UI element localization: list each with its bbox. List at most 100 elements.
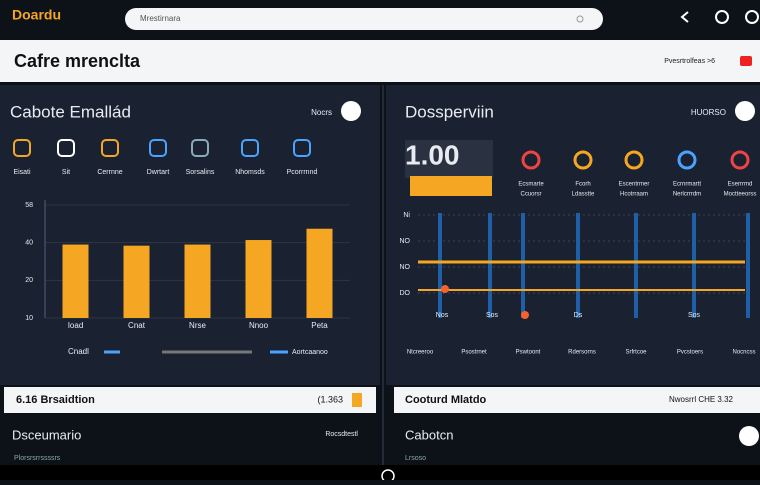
left-section-sub: Plorsrsrrssssrs xyxy=(14,455,61,462)
bar xyxy=(62,244,89,318)
right-card-value: Nwosrrl CHE 3.32 xyxy=(669,395,734,404)
x-tick-label: Nnoo xyxy=(249,321,269,330)
right-section-title: Cabotcn xyxy=(405,427,453,442)
x-tick-label: Peta xyxy=(311,321,328,330)
x-label: Sos xyxy=(486,312,499,319)
icon-label: Sit xyxy=(62,169,70,176)
left-card-icon xyxy=(352,393,362,407)
section-button[interactable] xyxy=(739,426,759,446)
left-button-label: Nocrs xyxy=(311,108,332,117)
icon xyxy=(677,150,697,170)
icon-sublabel: Nerlcrrrdm xyxy=(673,192,701,198)
icon xyxy=(624,150,644,170)
back-icon[interactable] xyxy=(680,11,689,23)
left-card-value: (1.363 xyxy=(317,394,343,404)
logo: Doardu xyxy=(12,7,61,23)
y-axis-label: DO xyxy=(400,290,411,297)
icon xyxy=(293,139,311,157)
icon-sublabel: Moctteeorss xyxy=(724,192,757,198)
right-panel xyxy=(386,85,760,385)
left-title: Cabote Emallád xyxy=(10,102,131,121)
icon xyxy=(149,139,167,157)
right-button[interactable] xyxy=(735,101,755,121)
left-card[interactable] xyxy=(4,387,376,413)
icon-sublabel: Hcotrraam xyxy=(620,192,648,198)
icon-label: Ecrnrmartt xyxy=(673,182,701,188)
y-axis-label: Ni xyxy=(403,212,410,219)
bar xyxy=(245,240,272,318)
x-label: Sos xyxy=(688,312,701,319)
legend-label: Pvcstoers xyxy=(677,350,703,356)
left-section-title: Dsceumario xyxy=(12,427,81,442)
icon xyxy=(191,139,209,157)
right-chart: Ni NO NO DO Nos Sos Ds Sos Ntcreeroo Psostrnet Psw… xyxy=(400,212,756,356)
legend-label: Pswtoont xyxy=(516,350,541,356)
x-tick-label: Ioad xyxy=(68,321,84,330)
icon-label: Dwrtart xyxy=(147,169,170,176)
x-tick-label: Cnat xyxy=(128,321,146,330)
point xyxy=(441,285,449,293)
header-link[interactable]: Pvesrtrolfeas >6 xyxy=(664,58,715,65)
icon xyxy=(573,150,593,170)
right-title: Dossperviin xyxy=(405,102,494,121)
bar xyxy=(184,244,211,318)
icon xyxy=(13,139,31,157)
footer xyxy=(0,465,760,480)
settings-icon[interactable] xyxy=(745,10,759,24)
icon-label: Pcorrrnnd xyxy=(287,169,318,176)
icon-label: Eisati xyxy=(13,169,31,176)
left-section-side: Rocsdtestl xyxy=(325,431,358,438)
y-axis-label: 40 xyxy=(25,240,33,247)
page-title: Cafre mrenclta xyxy=(14,51,141,71)
left-button[interactable] xyxy=(341,101,361,121)
icon-sublabel: Ccuorsr xyxy=(520,192,541,198)
right-card[interactable] xyxy=(394,387,760,413)
legend-label: Nocncss xyxy=(732,350,755,356)
header-icon[interactable] xyxy=(740,56,752,66)
y-axis-label: NO xyxy=(400,238,411,245)
icon-label: Cerrnne xyxy=(97,169,122,176)
icon-label: Sorsalins xyxy=(186,169,215,176)
legend-label: Rdersorns xyxy=(568,350,596,356)
legend-label: Cnadl xyxy=(68,347,89,356)
bar xyxy=(306,228,333,318)
icon xyxy=(101,139,119,157)
point xyxy=(521,311,529,319)
legend-label: Ntcreeroo xyxy=(407,350,434,356)
icon xyxy=(730,150,750,170)
right-button-label: HUORSO xyxy=(691,108,726,117)
icon-label: Ecsmarte xyxy=(518,182,544,188)
y-axis-label: 58 xyxy=(25,202,33,209)
icon xyxy=(57,139,75,157)
y-axis-label: 10 xyxy=(25,315,33,322)
search-icon xyxy=(576,15,584,23)
x-label: Nos xyxy=(436,312,449,319)
y-axis-label: 20 xyxy=(25,277,33,284)
x-label: Ds xyxy=(574,312,583,319)
big-value-box xyxy=(405,140,493,178)
icon xyxy=(241,139,259,157)
big-value-bar xyxy=(410,176,492,196)
search-box[interactable] xyxy=(125,8,603,30)
legend-label: Srfrtcoe xyxy=(625,350,647,356)
icon xyxy=(521,150,541,170)
icon-label: Eserrrmd xyxy=(728,182,753,188)
legend-label: Psostrnet xyxy=(461,350,487,356)
icon-label: Escentrmer xyxy=(619,182,650,188)
left-card-title: 6.16 Brsaidtion xyxy=(16,394,95,406)
right-section-sub: Lrsoso xyxy=(405,455,426,462)
big-value: 1.00 xyxy=(405,139,460,170)
search-placeholder: Mrestirnara xyxy=(140,14,181,23)
y-axis-label: NO xyxy=(400,264,411,271)
icon-sublabel: Ldasstte xyxy=(572,192,595,198)
icon-label: Fcorh xyxy=(575,182,590,188)
header xyxy=(0,40,760,82)
bar xyxy=(123,245,150,318)
legend-label: Aortcaanoo xyxy=(292,349,328,356)
user-icon[interactable] xyxy=(715,10,729,24)
icon-label: Nhomsds xyxy=(235,169,265,176)
right-card-title: Cooturd Mlatdo xyxy=(405,394,487,406)
x-tick-label: Nrse xyxy=(189,321,206,330)
